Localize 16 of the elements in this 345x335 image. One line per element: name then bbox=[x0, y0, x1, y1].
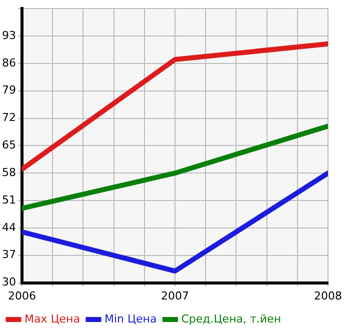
x-tick-label: 2006 bbox=[8, 289, 36, 302]
y-tick-label: 37 bbox=[2, 248, 16, 262]
x-tick-label: 2007 bbox=[161, 289, 189, 302]
y-tick-label: 86 bbox=[2, 56, 16, 70]
y-tick-label: 51 bbox=[2, 193, 16, 206]
y-tick-label: 65 bbox=[2, 138, 16, 152]
y-tick-label: 79 bbox=[2, 84, 16, 97]
y-tick-label: 93 bbox=[2, 28, 16, 42]
y-tick-label: 44 bbox=[2, 220, 16, 234]
legend-label: Max Цена bbox=[24, 312, 80, 326]
y-tick-label: 58 bbox=[2, 166, 16, 179]
x-tick-label: 2008 bbox=[314, 289, 342, 302]
legend-label: Min Цена bbox=[104, 312, 157, 326]
y-tick-label: 30 bbox=[2, 276, 16, 289]
legend-label: Сред.Цена, т.йен bbox=[181, 312, 282, 326]
y-tick-label: 72 bbox=[2, 111, 16, 124]
